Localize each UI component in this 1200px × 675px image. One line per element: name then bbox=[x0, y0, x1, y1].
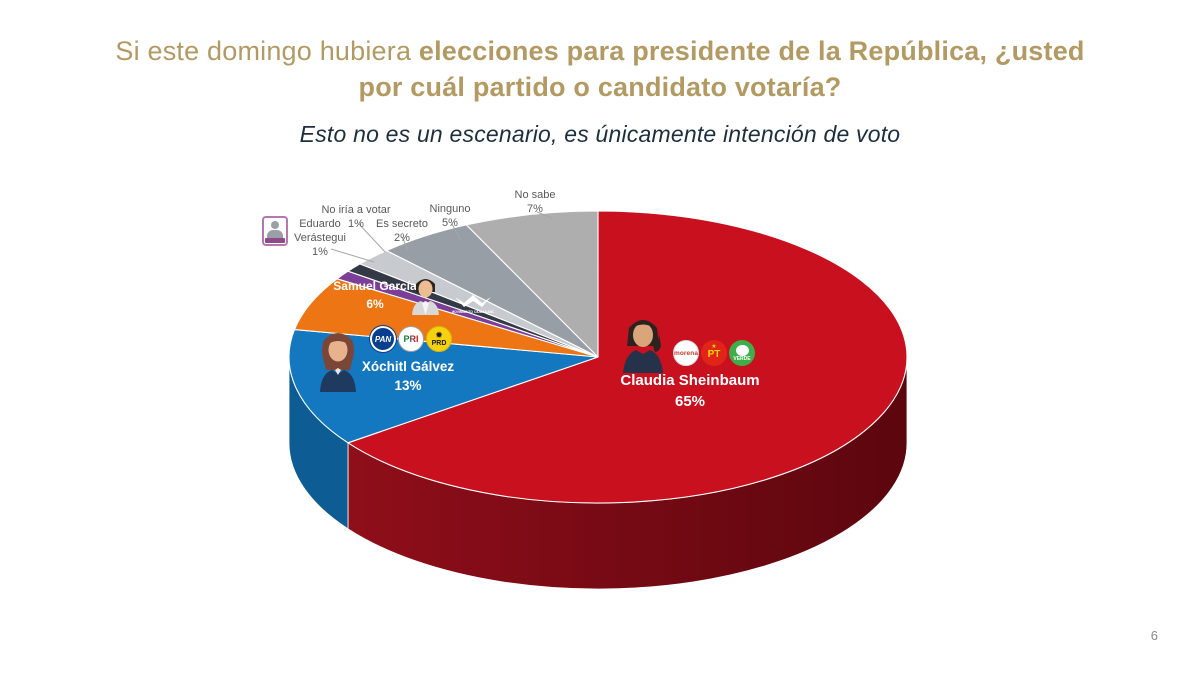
pri-logo: PRI bbox=[398, 326, 424, 352]
person-silhouette-icon bbox=[271, 221, 279, 229]
claudia-sheinbaum-photo bbox=[623, 320, 663, 373]
title-bold-part: elecciones para presidente de la Repúbli… bbox=[358, 36, 1085, 102]
label-leader-line bbox=[401, 236, 409, 251]
label-leader-line bbox=[536, 211, 553, 219]
callout-ninguno: Ninguno 5% bbox=[429, 203, 471, 230]
toucan-icon bbox=[735, 344, 749, 356]
page-title: Si este domingo hubiera elecciones para … bbox=[95, 34, 1105, 105]
page-number: 6 bbox=[1150, 628, 1158, 643]
movimiento-ciudadano-logo: MOVIMIENTO CIUDADANO bbox=[452, 295, 494, 314]
pie-slice-no-sabe bbox=[465, 210, 599, 358]
pt-star-icon: ★ bbox=[711, 343, 717, 350]
morena-logo: morena bbox=[673, 340, 699, 366]
prd-sun-icon: ✹ bbox=[435, 330, 443, 340]
svg-text:MOVIMIENTO CIUDADANO: MOVIMIENTO CIUDADANO bbox=[452, 310, 494, 314]
pvem-logo: VERDE bbox=[729, 340, 755, 366]
label-leader-line bbox=[330, 248, 375, 263]
xochitl-galvez-photo bbox=[320, 333, 356, 392]
pie-slice-xochitl-galvez bbox=[288, 329, 599, 444]
pt-logo: ★ PT bbox=[701, 340, 727, 366]
callout-no-sabe: No sabe 7% bbox=[514, 189, 556, 216]
slice-label-xochitl-galvez: Xóchitl Gálvez 13% bbox=[361, 359, 455, 393]
prd-logo: ✹ PRD bbox=[426, 326, 452, 352]
samuel-garcia-photo bbox=[412, 279, 439, 315]
label-leader-line bbox=[451, 223, 462, 242]
label-leader-line bbox=[358, 223, 386, 253]
pie-slice-claudia-sheinbaum bbox=[347, 210, 908, 504]
callout-es-secreto: Es secreto 2% bbox=[376, 218, 428, 245]
page-subtitle: Esto no es un escenario, es únicamente i… bbox=[299, 121, 901, 148]
xochitl-coalition-logos: PAN PRI ✹ PRD bbox=[369, 325, 452, 353]
claudia-coalition-logos: morena ★ PT VERDE bbox=[673, 340, 755, 366]
callout-no-iria-a-votar: No iría a votar 1% bbox=[321, 204, 391, 231]
callout-eduardo-verastegui: Eduardo Verástegui 1% bbox=[294, 218, 346, 259]
pan-logo: PAN bbox=[369, 325, 397, 353]
candidate-placeholder-icon bbox=[262, 216, 288, 246]
title-regular-part: Si este domingo hubiera bbox=[115, 36, 419, 66]
slice-label-samuel-garcia: Samuel García 6% bbox=[333, 279, 417, 311]
slice-label-claudia-sheinbaum: Claudia Sheinbaum 65% bbox=[620, 372, 760, 410]
